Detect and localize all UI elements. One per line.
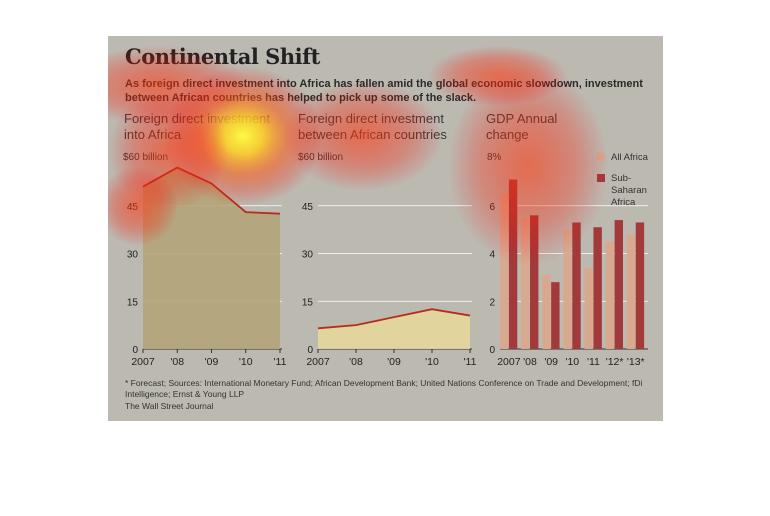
x-tick-label: '11: [274, 356, 287, 368]
x-tick-label: '09: [544, 356, 558, 368]
bar: [542, 274, 551, 349]
x-tick-label: '08: [523, 356, 537, 368]
y-tick-label: 2: [489, 297, 495, 308]
x-tick-label: '10: [239, 356, 253, 368]
x-tick-label: 2007: [497, 356, 521, 368]
x-tick-label: 2007: [131, 356, 155, 368]
bar: [605, 241, 615, 349]
y-tick-label: 45: [127, 202, 139, 213]
footnote: * Forecast; Sources: International Monet…: [125, 378, 643, 399]
y-tick-label: 4: [489, 250, 495, 261]
x-tick-label: '08: [349, 356, 363, 368]
bar: [572, 222, 581, 349]
bar: [593, 227, 602, 349]
x-tick-label: '12*: [606, 356, 624, 368]
x-tick-label: '10: [425, 356, 439, 368]
bar: [508, 179, 518, 349]
legend-swatch-sub-saharan: [597, 174, 605, 182]
y-tick-label: 0: [307, 345, 313, 356]
x-tick-label: '10: [565, 356, 579, 368]
legend-swatch-all-africa: [597, 153, 605, 161]
area-fill: [318, 309, 470, 349]
bar: [614, 220, 623, 349]
x-tick-label: '11: [464, 356, 477, 368]
x-tick-label: '13*: [627, 356, 645, 368]
series-line: [317, 308, 471, 330]
x-tick-label: '11: [587, 356, 600, 368]
y-tick-label: 15: [127, 297, 139, 308]
y-tick-label: 6: [489, 202, 495, 213]
x-tick-label: 2007: [306, 356, 330, 368]
x-tick-label: '09: [205, 356, 219, 368]
y-tick-label: 30: [302, 250, 314, 261]
bar: [626, 234, 636, 349]
legend-label-all-africa: All Africa: [611, 152, 648, 163]
credit: The Wall Street Journal: [125, 401, 214, 411]
y-tick-label: 15: [302, 297, 314, 308]
x-tick-label: '09: [387, 356, 401, 368]
bar: [551, 282, 560, 349]
area-fill: [143, 167, 280, 349]
bar: [530, 215, 539, 349]
bar: [521, 217, 530, 349]
y-tick-label: 0: [132, 345, 138, 356]
y-tick-label: 45: [302, 202, 314, 213]
y-tick-label: 0: [489, 345, 495, 356]
legend-label-sub-saharan: Sub-Saharan Africa: [611, 173, 647, 208]
bar: [635, 222, 645, 349]
x-tick-label: '08: [170, 356, 184, 368]
bar: [563, 229, 572, 349]
y-tick-label: 30: [127, 250, 139, 261]
bar: [500, 193, 509, 349]
bar: [584, 267, 593, 349]
